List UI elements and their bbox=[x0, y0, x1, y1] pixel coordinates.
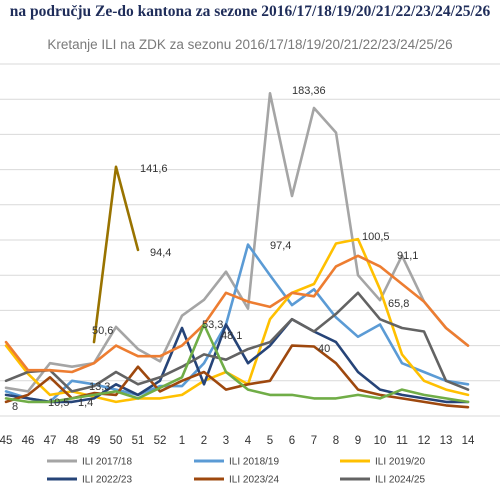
data-label: 1,4 bbox=[78, 397, 93, 409]
series-line-2 bbox=[4, 237, 470, 404]
data-label: 40 bbox=[318, 343, 330, 355]
x-tick-label: 51 bbox=[132, 435, 145, 447]
page-heading: na području Ze-do kantona za sezone 2016… bbox=[9, 3, 491, 20]
legend-label: ILI 2018/19 bbox=[229, 457, 279, 468]
series-line-7 bbox=[4, 323, 470, 404]
x-tick-label: 50 bbox=[110, 435, 123, 447]
series-line-1 bbox=[4, 243, 470, 404]
series-line-8 bbox=[92, 165, 140, 344]
series-lines bbox=[4, 92, 470, 409]
legend: ILI 2017/18 ILI 2018/19 ILI 2019/20 ILI 202… bbox=[47, 457, 425, 486]
x-tick-label: 12 bbox=[418, 435, 431, 447]
x-tick-label: 2 bbox=[201, 435, 207, 447]
x-tick-label: 1 bbox=[179, 435, 185, 447]
x-tick-label: 5 bbox=[267, 435, 273, 447]
x-tick-label: 4 bbox=[245, 435, 252, 447]
data-label: 94,4 bbox=[150, 247, 171, 259]
x-tick-label: 13 bbox=[440, 435, 453, 447]
data-label: 53,3 bbox=[202, 319, 223, 331]
x-tick-label: 45 bbox=[0, 435, 12, 447]
series-line-3 bbox=[4, 317, 470, 404]
x-tick-label: 10 bbox=[374, 435, 387, 447]
x-axis-ticks: 45 46 47 48 49 50 51 52 1 2 3 4 5 6 7 8 9 10 11 12 13 14 bbox=[0, 435, 475, 447]
data-label: 141,6 bbox=[140, 163, 168, 175]
data-label: 100,5 bbox=[362, 231, 390, 243]
legend-label: ILI 2022/23 bbox=[82, 475, 132, 486]
legend-label: ILI 2019/20 bbox=[375, 457, 425, 468]
data-label: 13,3 bbox=[89, 381, 110, 393]
legend-label: ILI 2024/25 bbox=[375, 475, 425, 486]
data-label: 65,8 bbox=[388, 298, 409, 310]
data-labels: 183,36 141,6 100,5 97,4 94,4 91,1 65,8 53,3 50,6… bbox=[12, 85, 418, 413]
series-line-0 bbox=[4, 92, 470, 393]
legend-label: ILI 2023/24 bbox=[229, 475, 279, 486]
series-line-6 bbox=[4, 254, 470, 374]
x-tick-label: 7 bbox=[311, 435, 317, 447]
data-label: 48,1 bbox=[221, 330, 242, 342]
x-tick-label: 47 bbox=[44, 435, 57, 447]
data-label: 10,5 bbox=[48, 397, 69, 409]
x-tick-label: 6 bbox=[289, 435, 295, 447]
gridlines bbox=[0, 63, 500, 417]
data-label: 183,36 bbox=[292, 85, 326, 97]
chart-title: Kretanje ILI na ZDK za sezonu 2016/17/18… bbox=[47, 37, 452, 52]
series-line-5 bbox=[4, 291, 470, 393]
x-tick-label: 11 bbox=[396, 435, 408, 447]
x-tick-label: 48 bbox=[66, 435, 79, 447]
line-chart: Kretanje ILI na ZDK za sezonu 2016/17/18… bbox=[0, 37, 500, 486]
data-label: 8 bbox=[12, 401, 18, 413]
data-label: 50,6 bbox=[92, 325, 113, 337]
x-tick-label: 9 bbox=[355, 435, 361, 447]
x-tick-label: 52 bbox=[154, 435, 167, 447]
x-tick-label: 46 bbox=[22, 435, 35, 447]
x-tick-label: 14 bbox=[462, 435, 475, 447]
data-label: 97,4 bbox=[270, 240, 291, 252]
legend-label: ILI 2017/18 bbox=[82, 457, 132, 468]
data-label: 91,1 bbox=[397, 250, 418, 262]
x-tick-label: 8 bbox=[333, 435, 339, 447]
x-tick-label: 3 bbox=[223, 435, 229, 447]
x-tick-label: 49 bbox=[88, 435, 101, 447]
